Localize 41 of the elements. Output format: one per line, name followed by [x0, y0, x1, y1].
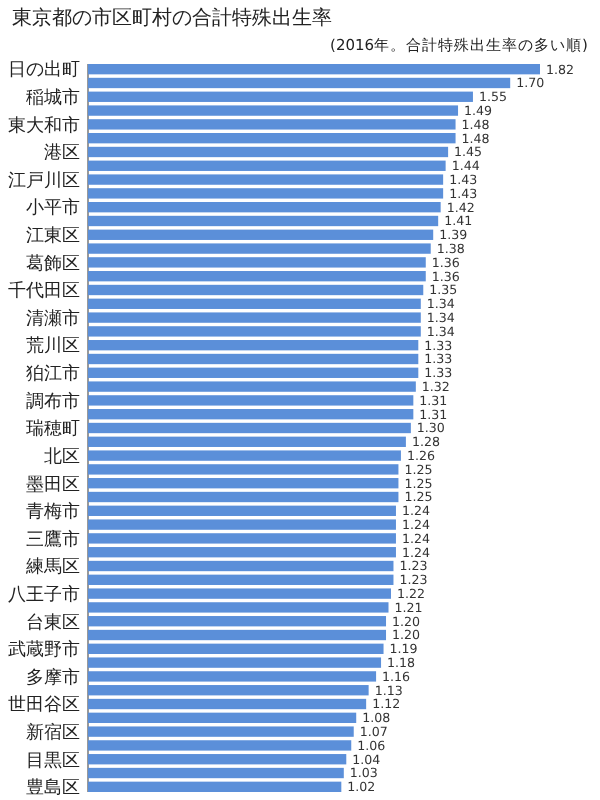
y-tick-label: 多摩市 [26, 666, 80, 689]
y-tick-label: 墨田区 [26, 473, 80, 496]
y-tick-label: 江東区 [26, 225, 80, 248]
bar [88, 698, 367, 710]
y-tick-label: 江戸川区 [8, 169, 80, 192]
bar [88, 215, 439, 227]
bar [88, 491, 399, 503]
y-tick-label: 台東区 [26, 611, 80, 634]
bar [88, 767, 344, 779]
y-tick-label: 瑞穂町 [26, 418, 80, 441]
y-tick-label: 千代田区 [8, 280, 80, 303]
y-tick-label: 北区 [44, 445, 80, 468]
y-tick-label: 調布市 [26, 390, 80, 413]
y-tick-label: 稲城市 [26, 87, 80, 110]
y-tick-label: 清瀬市 [26, 307, 80, 330]
y-tick-label: 新宿区 [26, 721, 80, 744]
y-tick-label: 葛飾区 [26, 252, 80, 275]
bar [88, 629, 387, 641]
y-tick-label: 三鷹市 [26, 528, 80, 551]
bar [88, 146, 449, 158]
y-tick-label: 世田谷区 [8, 694, 80, 717]
y-tick-label: 日の出町 [8, 59, 80, 82]
y-tick-label: 武蔵野市 [8, 639, 80, 662]
y-tick-label: 荒川区 [26, 335, 80, 358]
y-tick-label: 港区 [44, 142, 80, 165]
bar [88, 422, 411, 434]
y-tick-label: 練馬区 [24, 556, 80, 579]
bar [88, 781, 342, 792]
y-tick-label: 豊島区 [26, 777, 80, 800]
bar [88, 77, 511, 89]
bar [88, 284, 424, 296]
chart-title: 東京都の市区町村の合計特殊出生率 [12, 6, 332, 30]
y-tick-label: 東大和市 [8, 114, 80, 137]
bar [88, 560, 394, 572]
bar [88, 64, 540, 75]
y-tick-label: 目黒区 [26, 749, 80, 772]
y-tick-label: 狛江市 [26, 363, 80, 386]
y-tick-label: 青梅市 [26, 501, 80, 524]
bar [88, 353, 419, 365]
y-tick-label: 小平市 [26, 197, 80, 220]
y-tick-label: 八王子市 [8, 583, 80, 606]
